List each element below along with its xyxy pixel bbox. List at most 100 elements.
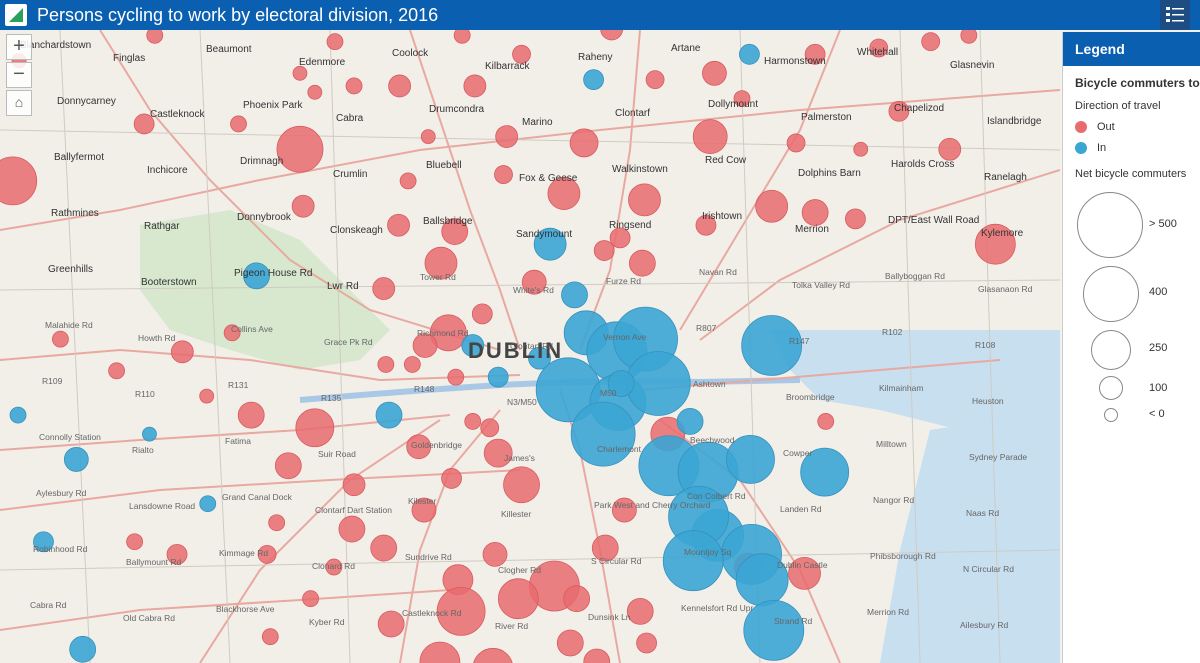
commuter-circle-out[interactable] — [419, 641, 461, 663]
commuter-circle-out[interactable] — [441, 468, 462, 489]
commuter-circle-out[interactable] — [938, 137, 962, 161]
zoom-out-button[interactable]: − — [6, 62, 32, 88]
commuter-circle-out[interactable] — [645, 70, 665, 90]
commuter-circle-out[interactable] — [483, 438, 513, 468]
commuter-circle-out[interactable] — [845, 208, 866, 230]
commuter-circle-out[interactable] — [291, 194, 315, 218]
commuter-circle-out[interactable] — [406, 434, 432, 460]
commuter-circle-in[interactable] — [375, 401, 403, 429]
commuter-circle-out[interactable] — [583, 648, 611, 663]
commuter-circle-out[interactable] — [609, 227, 631, 249]
commuter-circle-out[interactable] — [370, 534, 398, 562]
commuter-circle-out[interactable] — [480, 418, 500, 438]
commuter-circle-out[interactable] — [399, 172, 417, 190]
commuter-circle-out[interactable] — [342, 473, 366, 497]
commuter-circle-out[interactable] — [338, 515, 366, 543]
commuter-circle-out[interactable] — [388, 74, 412, 98]
commuter-circle-out[interactable] — [133, 113, 155, 135]
commuter-circle-out[interactable] — [702, 60, 727, 86]
commuter-circle-out[interactable] — [441, 218, 469, 245]
commuter-circle-out[interactable] — [960, 30, 978, 44]
zoom-in-button[interactable]: + — [6, 34, 32, 60]
commuter-circle-out[interactable] — [463, 74, 487, 98]
commuter-circle-out[interactable] — [521, 269, 547, 295]
commuter-circle-in[interactable] — [726, 435, 775, 484]
commuter-circle-out[interactable] — [274, 452, 302, 480]
commuter-circle-out[interactable] — [817, 413, 835, 430]
commuter-circle-in[interactable] — [676, 408, 704, 435]
commuter-circle-in[interactable] — [243, 262, 270, 290]
commuter-circle-out[interactable] — [786, 133, 806, 153]
commuter-circle-out[interactable] — [974, 223, 1016, 265]
commuter-circle-out[interactable] — [403, 356, 421, 373]
commuter-circle-out[interactable] — [801, 199, 829, 226]
commuter-circle-out[interactable] — [52, 330, 69, 348]
commuter-circle-out[interactable] — [471, 303, 493, 325]
commuter-circle-out[interactable] — [453, 30, 471, 44]
commuter-circle-out[interactable] — [628, 183, 661, 217]
commuter-circle-in[interactable] — [743, 599, 805, 661]
commuter-circle-out[interactable] — [377, 356, 395, 373]
commuter-circle-out[interactable] — [257, 544, 277, 564]
commuter-circle-out[interactable] — [692, 119, 728, 154]
legend-toggle-button[interactable] — [1160, 0, 1190, 30]
commuter-circle-out[interactable] — [464, 413, 482, 430]
commuter-circle-out[interactable] — [600, 30, 623, 41]
commuter-circle-out[interactable] — [593, 240, 615, 261]
map-view[interactable]: DUBLIN Blanchardstown Finglas Beaumont Eden… — [0, 30, 1060, 663]
commuter-circle-out[interactable] — [345, 77, 363, 95]
commuter-circle-out[interactable] — [853, 141, 869, 157]
commuter-circle-out[interactable] — [199, 388, 215, 404]
commuter-circle-out[interactable] — [626, 597, 654, 625]
commuter-circle-out[interactable] — [261, 628, 279, 646]
commuter-circle-in[interactable] — [487, 366, 509, 388]
commuter-circle-out[interactable] — [497, 578, 539, 620]
commuter-circle-out[interactable] — [326, 33, 344, 51]
commuter-circle-in[interactable] — [607, 370, 635, 397]
commuter-circle-out[interactable] — [412, 333, 438, 358]
commuter-circle-out[interactable] — [0, 156, 38, 206]
commuter-circle-out[interactable] — [387, 213, 410, 237]
commuter-circle-in[interactable] — [800, 447, 850, 497]
commuter-circle-in[interactable] — [461, 334, 485, 357]
commuter-circle-in[interactable] — [69, 635, 97, 663]
commuter-circle-out[interactable] — [556, 629, 584, 657]
commuter-circle-out[interactable] — [223, 324, 241, 342]
commuter-circle-out[interactable] — [495, 125, 519, 148]
commuter-circle-out[interactable] — [547, 177, 581, 210]
commuter-circle-out[interactable] — [494, 165, 513, 184]
commuter-circle-in[interactable] — [570, 401, 636, 467]
commuter-circle-out[interactable] — [302, 590, 319, 608]
commuter-circle-out[interactable] — [628, 249, 656, 277]
commuter-circle-in[interactable] — [741, 315, 803, 376]
commuter-circle-out[interactable] — [268, 514, 286, 532]
commuter-circle-out[interactable] — [473, 647, 513, 663]
commuter-circle-out[interactable] — [563, 585, 591, 613]
commuter-circle-in[interactable] — [142, 426, 157, 442]
commuter-circle-out[interactable] — [888, 100, 910, 122]
commuter-circle-out[interactable] — [166, 543, 188, 565]
commuter-circle-in[interactable] — [528, 346, 551, 370]
commuter-circle-out[interactable] — [695, 214, 717, 236]
commuter-circle-out[interactable] — [146, 30, 164, 44]
commuter-circle-out[interactable] — [126, 533, 144, 551]
commuter-circle-out[interactable] — [108, 362, 125, 380]
commuter-circle-in[interactable] — [739, 43, 760, 65]
commuter-circle-out[interactable] — [372, 277, 396, 300]
commuter-circle-out[interactable] — [611, 497, 637, 523]
commuter-circle-out[interactable] — [420, 129, 436, 144]
commuter-circle-out[interactable] — [377, 610, 405, 638]
commuter-circle-out[interactable] — [307, 84, 323, 100]
home-button[interactable]: ⌂ — [6, 90, 32, 116]
commuter-circle-out[interactable] — [170, 340, 194, 364]
commuter-circle-out[interactable] — [447, 368, 465, 386]
commuter-circle-out[interactable] — [482, 541, 508, 567]
commuter-circle-in[interactable] — [625, 351, 691, 416]
commuter-circle-in[interactable] — [9, 406, 27, 424]
commuter-circle-out[interactable] — [292, 65, 308, 81]
commuter-circle-in[interactable] — [63, 447, 89, 472]
commuter-circle-out[interactable] — [237, 401, 265, 429]
commuter-circle-in[interactable] — [662, 530, 724, 592]
commuter-circle-out[interactable] — [733, 90, 751, 108]
commuter-circle-out[interactable] — [921, 32, 941, 52]
